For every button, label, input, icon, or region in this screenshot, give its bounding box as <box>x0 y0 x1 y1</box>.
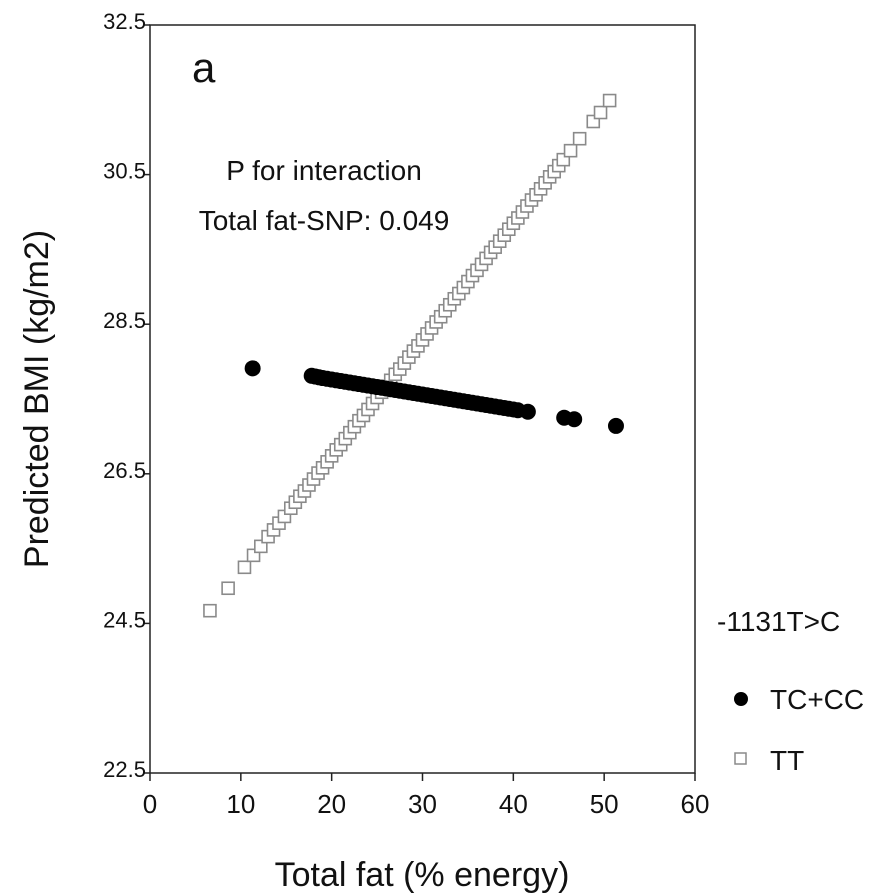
x-axis-title: Total fat (% energy) <box>275 856 570 894</box>
x-tick-label: 40 <box>499 789 528 819</box>
x-axis: 0 10 20 30 40 50 60 <box>143 773 710 819</box>
tt-point <box>237 560 252 575</box>
y-axis: 22.5 24.5 26.5 28.5 30.5 32.5 <box>103 9 150 782</box>
annotation-line-2: Total fat-SNP: 0.049 <box>199 205 450 236</box>
x-tick-label: 20 <box>317 789 346 819</box>
x-tick-label: 50 <box>590 789 619 819</box>
y-tick-label: 32.5 <box>103 9 146 34</box>
legend-title: -1131T>C <box>717 606 840 637</box>
x-tick-label: 10 <box>226 789 255 819</box>
series-tt <box>203 93 617 618</box>
tt-point <box>593 105 608 120</box>
tt-point <box>563 143 578 158</box>
x-tick-label: 0 <box>143 789 157 819</box>
tc-cc-point <box>244 360 261 377</box>
legend-marker-tc-cc <box>734 692 748 706</box>
y-tick-label: 24.5 <box>103 607 146 632</box>
tt-point <box>572 131 587 146</box>
tt-point <box>221 581 235 596</box>
y-tick-label: 26.5 <box>103 458 146 483</box>
annotation-line-1: P for interaction <box>226 155 422 186</box>
legend-marker-tt <box>734 752 747 765</box>
series-tc-cc <box>244 360 624 434</box>
tt-point <box>203 603 217 618</box>
y-tick-label: 28.5 <box>103 308 146 333</box>
tc-cc-point <box>607 417 624 434</box>
panel-label: a <box>192 44 216 91</box>
legend: -1131T>C TC+CC TT <box>717 606 864 776</box>
tt-point <box>602 93 617 108</box>
y-tick-label: 22.5 <box>103 757 146 782</box>
y-axis-title: Predicted BMI (kg/m2) <box>18 230 56 568</box>
y-tick-label: 30.5 <box>103 159 146 184</box>
tc-cc-point <box>519 403 536 420</box>
legend-entry-tc-cc: TC+CC <box>770 684 864 715</box>
x-tick-label: 30 <box>408 789 437 819</box>
legend-entry-tt: TT <box>770 745 804 776</box>
tc-cc-point <box>566 411 583 428</box>
x-tick-label: 60 <box>681 789 710 819</box>
